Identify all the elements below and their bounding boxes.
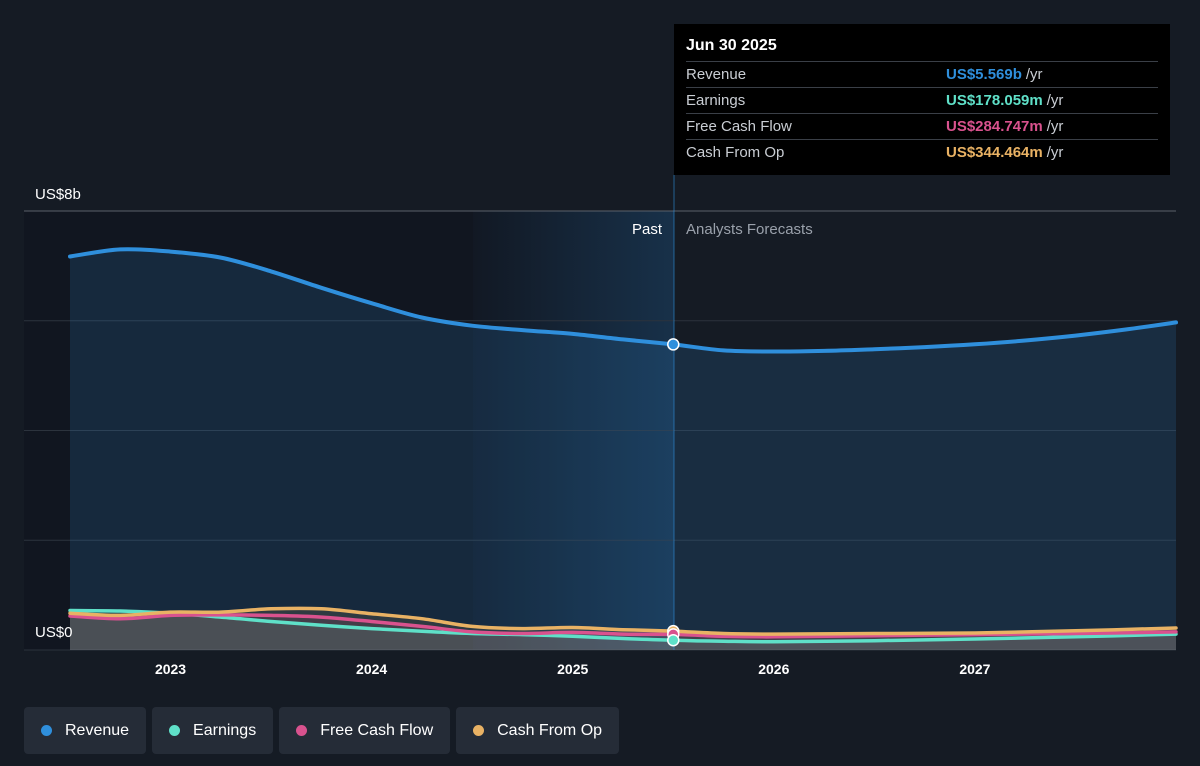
legend-item-revenue[interactable]: Revenue: [24, 707, 147, 754]
tooltip-label: Free Cash Flow: [686, 118, 792, 135]
tooltip-unit: /yr: [1046, 118, 1064, 135]
tooltip-value: US$284.747m: [946, 118, 1043, 135]
forecast-label: Analysts Forecasts: [686, 221, 813, 238]
tooltip-label: Earnings: [686, 92, 746, 109]
legend-item-cash-from-op[interactable]: Cash From Op: [456, 707, 620, 754]
legend-item-free-cash-flow[interactable]: Free Cash Flow: [279, 707, 451, 754]
legend-label: Revenue: [65, 721, 130, 739]
data-tooltip: Jun 30 2025 Revenue US$5.569b /yr Earnin…: [674, 24, 1170, 175]
tooltip-value: US$178.059m: [946, 92, 1043, 109]
tooltip-unit: /yr: [1025, 66, 1043, 83]
tooltip-unit: /yr: [1046, 92, 1064, 109]
past-label: Past: [632, 221, 663, 238]
x-tick-label: 2027: [959, 661, 990, 677]
legend-dot-icon: [169, 725, 181, 736]
earnings-area: [70, 610, 1176, 650]
x-tick-label: 2025: [557, 661, 588, 677]
tooltip-unit: /yr: [1046, 144, 1064, 161]
tooltip-value: US$5.569b: [946, 66, 1022, 83]
legend: Revenue Earnings Free Cash Flow Cash Fro…: [24, 707, 620, 754]
x-tick-label: 2024: [356, 661, 387, 677]
earnings-marker: [667, 633, 680, 647]
tooltip-label: Revenue: [686, 66, 747, 83]
tooltip-row-free-cash-flow: Free Cash Flow US$284.747m /yr: [686, 113, 1158, 139]
legend-label: Free Cash Flow: [320, 721, 434, 739]
tooltip-row-earnings: Earnings US$178.059m /yr: [686, 87, 1158, 113]
tooltip-date: Jun 30 2025: [686, 37, 777, 54]
legend-label: Cash From Op: [497, 721, 603, 739]
revenue-marker: [667, 338, 680, 351]
earnings-line: [68, 608, 1178, 644]
tooltip-row-cash-from-op: Cash From Op US$344.464m /yr: [686, 139, 1158, 165]
legend-label: Earnings: [193, 721, 257, 739]
tooltip-label: Cash From Op: [686, 144, 785, 161]
tooltip-row-revenue: Revenue US$5.569b /yr: [686, 61, 1158, 87]
legend-dot-icon: [473, 725, 485, 736]
y-axis-top-label: US$8b: [35, 186, 81, 203]
cash-from-op-line: [68, 606, 1178, 636]
y-axis-bottom-label: US$0: [35, 624, 73, 641]
free-cash-flow-line: [68, 613, 1178, 639]
x-tick-label: 2023: [155, 661, 186, 677]
revenue-line: [68, 247, 1178, 354]
legend-item-earnings[interactable]: Earnings: [152, 707, 274, 754]
x-tick-label: 2026: [758, 661, 789, 677]
tooltip-value: US$344.464m: [946, 144, 1043, 161]
legend-dot-icon: [41, 725, 52, 736]
legend-dot-icon: [296, 725, 308, 736]
